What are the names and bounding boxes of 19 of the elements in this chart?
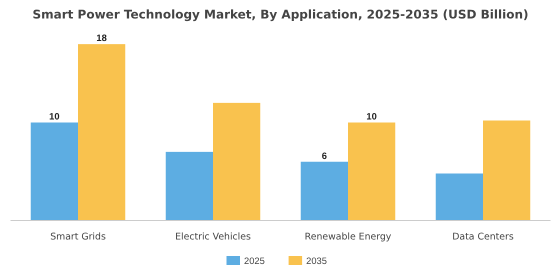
- x-tick-label: Renewable Energy: [304, 232, 392, 242]
- data-label: 10: [366, 112, 377, 122]
- bar: [166, 152, 213, 220]
- data-label: 6: [322, 150, 327, 161]
- bar: [348, 122, 396, 220]
- x-tick-label: Electric Vehicles: [175, 232, 252, 242]
- bar: [213, 102, 260, 220]
- x-tick-label: Data Centers: [452, 232, 514, 242]
- data-label: 18: [96, 33, 107, 44]
- x-tick-label: Smart Grids: [50, 232, 106, 242]
- data-label: 10: [49, 112, 60, 122]
- legend-label: 2025: [244, 256, 265, 266]
- chart-title: Smart Power Technology Market, By Application, 2025-2035 (USD Billion): [32, 8, 529, 22]
- bar: [78, 44, 126, 220]
- bar: [300, 162, 348, 220]
- bar: [483, 120, 530, 220]
- legend-label: 2035: [306, 256, 327, 266]
- bar: [30, 122, 78, 220]
- bar: [436, 173, 483, 220]
